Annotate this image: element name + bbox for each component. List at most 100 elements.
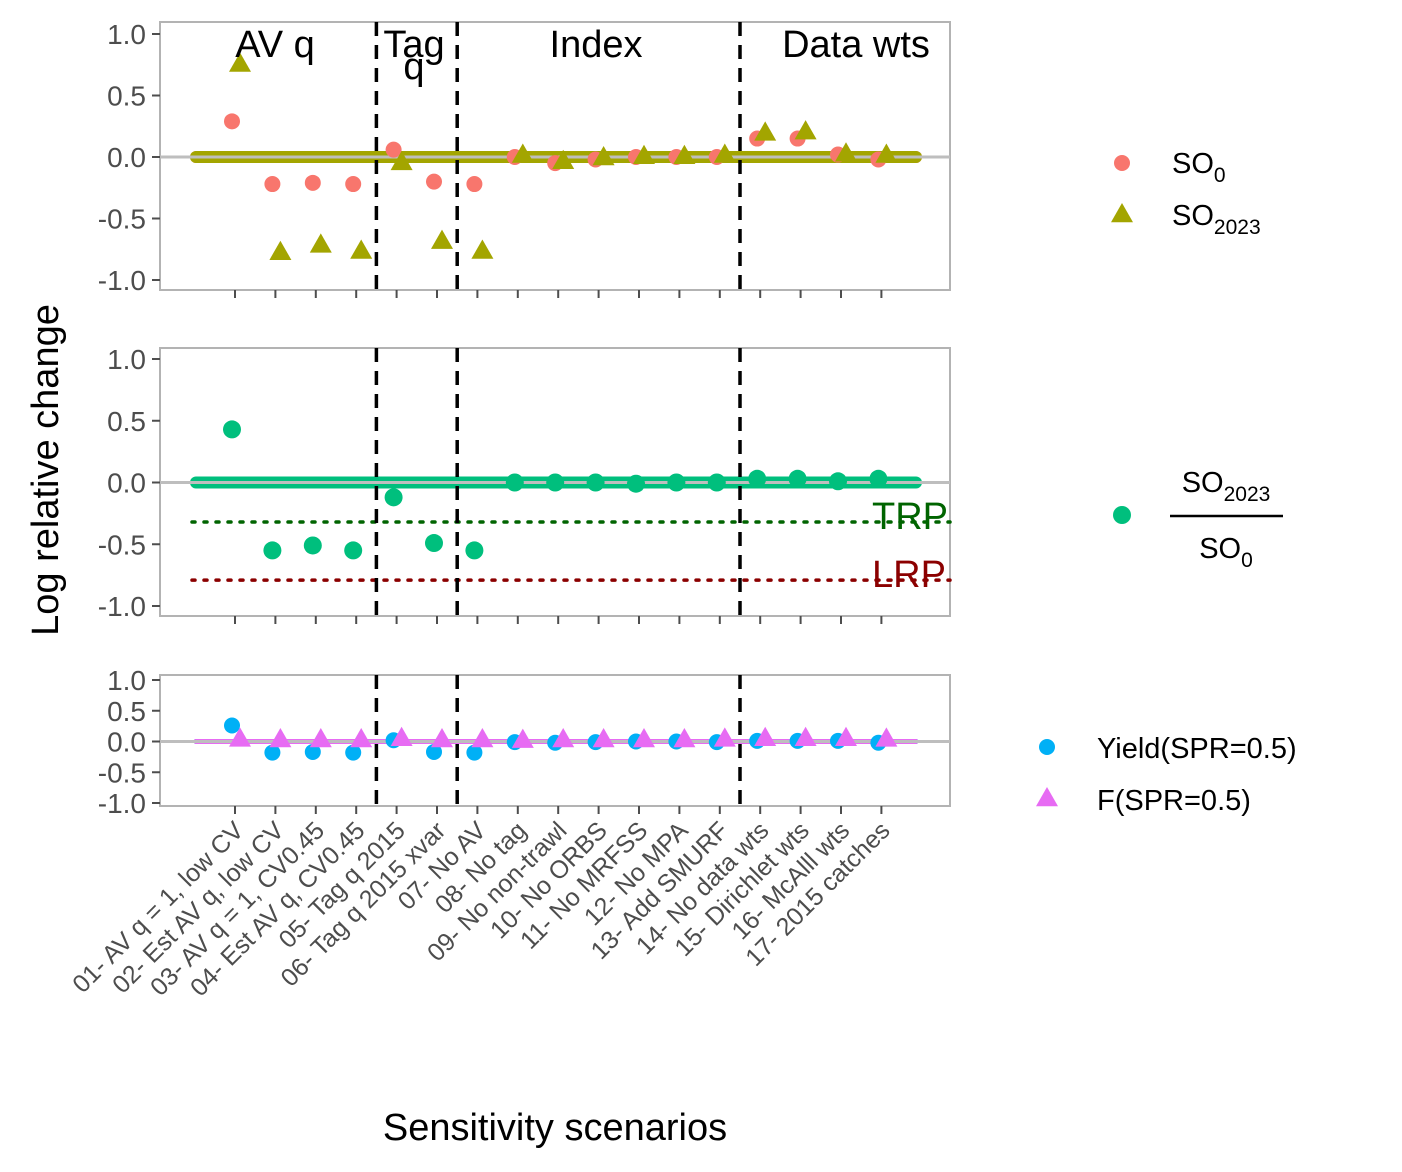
data-point xyxy=(344,541,363,560)
legend-key-circle xyxy=(1114,155,1130,171)
legend-key-circle xyxy=(1113,506,1131,524)
data-point xyxy=(586,473,605,492)
data-point xyxy=(673,144,696,165)
data-point xyxy=(304,743,321,760)
legend-depletion: SO2023 SO0 xyxy=(1113,467,1283,572)
panels: 1.00.50.0-0.5-1.01.00.50.0-0.5-1.0TRPLRP… xyxy=(98,19,952,819)
legend-key-triangle xyxy=(1111,203,1133,223)
data-point xyxy=(511,143,534,163)
group-label-line2: q xyxy=(403,46,424,88)
y-tick-label: -1.0 xyxy=(98,788,146,819)
data-point xyxy=(552,728,575,748)
group-label: AV q xyxy=(235,24,315,66)
legend-key-triangle xyxy=(1036,787,1058,807)
data-point xyxy=(788,469,807,488)
data-point xyxy=(471,239,494,259)
data-point xyxy=(345,744,362,761)
y-tick-label: 0.5 xyxy=(107,696,146,727)
data-point xyxy=(707,473,726,492)
data-point xyxy=(224,717,240,734)
data-point xyxy=(223,420,241,439)
data-point xyxy=(713,143,736,163)
data-point xyxy=(390,150,413,171)
data-point xyxy=(426,173,442,190)
data-point xyxy=(431,229,453,249)
data-point xyxy=(384,488,403,507)
data-point xyxy=(426,743,442,760)
y-tick-label: 0.5 xyxy=(107,81,146,112)
data-point xyxy=(345,176,362,193)
data-point xyxy=(673,728,696,748)
y-tick-label: 1.0 xyxy=(107,344,146,375)
data-point xyxy=(269,728,292,748)
panel-spawning-output: 1.0 0.5 0.0 -0.5 -1.0 xyxy=(98,19,951,298)
data-point xyxy=(390,726,413,747)
y-tick-label: -1.0 xyxy=(98,591,146,622)
legend-label-yield: Yield(SPR=0.5) xyxy=(1097,733,1297,765)
data-point xyxy=(754,726,777,747)
data-point xyxy=(748,469,767,488)
data-point xyxy=(269,240,292,260)
legend-label-numerator: SO2023 xyxy=(1182,467,1271,506)
data-point xyxy=(309,233,332,253)
data-point xyxy=(869,469,888,488)
legends: SO0 SO2023 SO2023 SO0 Yield(SPR=0.5) F(SPR=0.… xyxy=(1036,148,1297,817)
y-tick-label: 0.0 xyxy=(107,468,146,499)
panel-depletion: 1.0 0.5 0.0 -0.5 -1.0 TRP LRP xyxy=(98,344,952,624)
panel-yield-f: 1.00.50.0-0.5-1.0 xyxy=(98,665,951,819)
legend-label-f: F(SPR=0.5) xyxy=(1097,785,1251,817)
data-point xyxy=(431,728,453,748)
data-point xyxy=(466,176,483,193)
data-point xyxy=(633,728,655,748)
legend-key-circle xyxy=(1039,739,1055,755)
data-point xyxy=(425,534,443,553)
data-point xyxy=(794,726,817,747)
group-label: Data wts xyxy=(782,24,930,66)
y-tick-label: -0.5 xyxy=(98,204,146,235)
data-point xyxy=(229,52,251,72)
data-point xyxy=(224,113,240,130)
legend-spawning-output: SO0 SO2023 xyxy=(1111,148,1261,239)
legend-label-so2023: SO2023 xyxy=(1172,200,1261,239)
data-point xyxy=(829,472,847,491)
data-point xyxy=(466,744,483,761)
legend-label-denominator: SO0 xyxy=(1199,533,1253,572)
data-point xyxy=(229,727,251,747)
group-label: Index xyxy=(550,24,643,66)
data-point xyxy=(264,744,281,761)
data-point xyxy=(633,144,655,165)
y-tick-label: 0.5 xyxy=(107,406,146,437)
data-point xyxy=(794,120,817,140)
data-point xyxy=(713,727,736,747)
data-point xyxy=(875,727,898,747)
data-point xyxy=(350,239,373,259)
data-point xyxy=(309,728,332,748)
legend-label-so0: SO0 xyxy=(1172,148,1226,187)
data-point xyxy=(754,121,777,141)
data-point xyxy=(667,473,686,492)
data-point xyxy=(303,536,322,555)
y-axis-title: Log relative change xyxy=(25,304,67,636)
data-point xyxy=(304,174,321,191)
y-tick-label: -0.5 xyxy=(98,757,146,788)
data-point xyxy=(835,142,857,162)
reference-label-lrp: LRP xyxy=(872,554,946,596)
data-point xyxy=(465,541,484,560)
y-tick-label: 1.0 xyxy=(107,19,146,50)
data-point xyxy=(263,541,282,560)
data-point xyxy=(471,728,494,748)
data-point xyxy=(627,474,645,493)
y-tick-label: 1.0 xyxy=(107,665,146,696)
data-point xyxy=(875,143,898,163)
reference-label-trp: TRP xyxy=(872,496,948,538)
y-tick-label: 0.0 xyxy=(107,727,146,758)
data-point xyxy=(511,728,534,748)
data-point xyxy=(350,728,373,748)
data-point xyxy=(592,146,615,166)
data-point xyxy=(552,149,575,169)
data-point xyxy=(835,726,857,747)
group-label: Tag xyxy=(383,24,444,66)
